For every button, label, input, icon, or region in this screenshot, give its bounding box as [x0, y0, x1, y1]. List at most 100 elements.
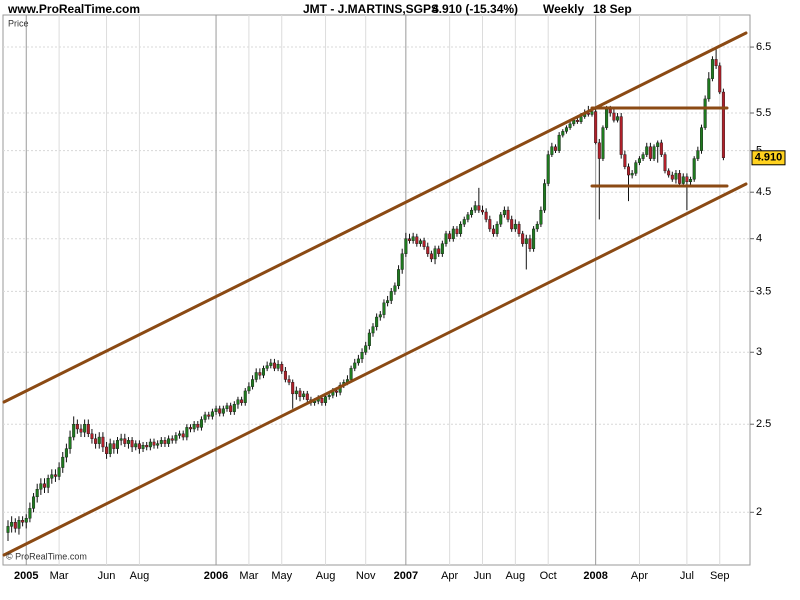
candle-body: [199, 419, 203, 428]
candle-body: [616, 116, 620, 121]
upper-trend-line: [2, 31, 748, 404]
candle-body: [408, 238, 412, 241]
candle-body: [105, 446, 109, 454]
candle-body: [72, 424, 76, 438]
candle-body: [46, 478, 50, 488]
candle-body: [397, 269, 401, 287]
x-tick-label: 2005: [14, 570, 38, 582]
date: 18 Sep: [593, 2, 632, 16]
candle-body: [375, 316, 379, 327]
candle-body: [254, 372, 258, 380]
candle-body: [568, 123, 572, 128]
candle-body: [119, 438, 123, 441]
x-tick-label: 2007: [394, 570, 418, 582]
candle-body: [335, 390, 339, 393]
candle-body: [64, 448, 68, 458]
candle-body: [608, 109, 612, 114]
candle-body: [678, 173, 682, 184]
candle-body: [262, 368, 266, 376]
candle-body: [360, 352, 364, 360]
candle-body: [356, 358, 360, 364]
candle-body: [305, 393, 309, 400]
candle-body: [455, 228, 459, 234]
candle-body: [247, 386, 251, 392]
candle-body: [214, 408, 218, 412]
candle-body: [561, 131, 565, 136]
candle-body: [101, 436, 105, 448]
candle-body: [32, 496, 36, 509]
candle-body: [152, 441, 156, 446]
candle-body: [466, 214, 470, 220]
candle-body: [605, 109, 609, 128]
candle-body: [601, 127, 605, 159]
candle-body: [349, 368, 353, 380]
candle-body: [53, 474, 57, 477]
candle-body: [703, 98, 707, 128]
candle-body: [689, 179, 693, 183]
candle-body: [83, 424, 87, 433]
candle-body: [448, 233, 452, 239]
candle-body: [470, 209, 474, 215]
candle-body: [400, 253, 404, 270]
candle-body: [97, 436, 101, 444]
candle-body: [156, 443, 160, 446]
candle-body: [389, 291, 393, 301]
candle-body: [710, 59, 714, 79]
candle-body: [645, 146, 649, 155]
candle-body: [426, 246, 430, 254]
candle-body: [451, 228, 455, 239]
candle-body: [572, 120, 576, 125]
candle-body: [123, 438, 127, 444]
candle-body: [276, 364, 280, 369]
candle-body: [61, 456, 65, 468]
candle-body: [232, 404, 236, 412]
candle-body: [258, 372, 262, 376]
candle-body: [196, 424, 200, 428]
candle-body: [721, 91, 725, 158]
x-tick-label: Apr: [441, 570, 458, 582]
candle-body: [579, 116, 583, 122]
candle-body: [21, 520, 25, 523]
chart-title: JMT - J.MARTINS,SGPS: [303, 2, 439, 16]
y-tick-label: 2.5: [756, 418, 771, 430]
x-tick-label: 2008: [583, 570, 607, 582]
candle-body: [265, 365, 269, 369]
candle-body: [517, 223, 521, 234]
candle-body: [510, 219, 514, 230]
candle-body: [564, 127, 568, 132]
y-tick-label: 2: [756, 506, 762, 518]
candle-body: [532, 228, 536, 249]
candle-body: [535, 223, 539, 230]
candle-body: [513, 223, 517, 230]
y-axis-label: Price: [8, 18, 29, 28]
candle-body: [17, 520, 21, 529]
candle-body: [367, 332, 371, 346]
x-tick-label: Mar: [50, 570, 69, 582]
candle-body: [167, 438, 171, 444]
candle-body: [575, 120, 579, 122]
candle-body: [506, 209, 510, 220]
x-tick-label: Apr: [631, 570, 648, 582]
candle-body: [557, 134, 561, 151]
candle-body: [659, 142, 663, 155]
candle-body: [437, 248, 441, 254]
candle-body: [145, 445, 149, 448]
candle-body: [115, 440, 119, 449]
candle-body: [39, 483, 43, 490]
candle-body: [696, 150, 700, 159]
candle-body: [554, 146, 558, 151]
candle-body: [378, 314, 382, 318]
candle-body: [137, 443, 141, 449]
candle-body: [619, 116, 623, 155]
candle-body: [126, 440, 130, 444]
change-label: 4.910 (-15.34%): [432, 2, 518, 16]
x-tick-label: Jun: [474, 570, 492, 582]
axes: 22.533.544.555.56.52005MarJunAug2006MarM…: [14, 41, 786, 582]
candle-body: [221, 408, 225, 414]
candle-body: [528, 238, 532, 249]
candle-body: [481, 209, 485, 213]
candle-body: [13, 522, 17, 529]
candle-body: [130, 440, 134, 448]
candle-body: [594, 111, 598, 144]
candle-body: [623, 154, 627, 167]
